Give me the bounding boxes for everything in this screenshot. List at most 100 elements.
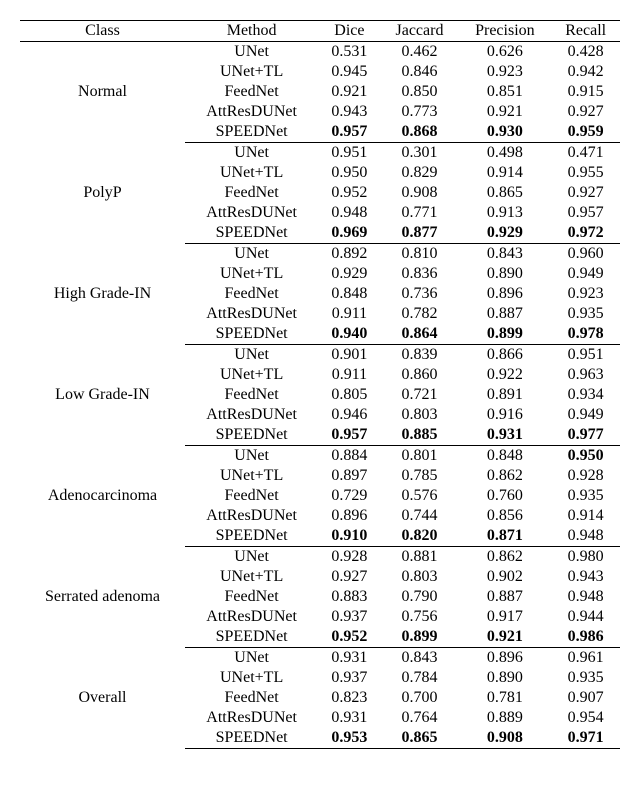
jaccard-cell: 0.764 <box>381 708 459 728</box>
recall-cell: 0.977 <box>551 425 620 446</box>
recall-cell: 0.971 <box>551 728 620 749</box>
recall-cell: 0.907 <box>551 688 620 708</box>
col-precision: Precision <box>458 21 551 42</box>
recall-cell: 0.935 <box>551 668 620 688</box>
recall-cell: 0.935 <box>551 486 620 506</box>
method-cell: UNet <box>185 42 318 63</box>
precision-cell: 0.848 <box>458 446 551 467</box>
table-row: PolyPUNet0.9510.3010.4980.471 <box>20 143 620 164</box>
precision-cell: 0.498 <box>458 143 551 164</box>
dice-cell: 0.729 <box>318 486 380 506</box>
precision-cell: 0.862 <box>458 547 551 568</box>
precision-cell: 0.908 <box>458 728 551 749</box>
method-cell: SPEEDNet <box>185 223 318 244</box>
precision-cell: 0.902 <box>458 567 551 587</box>
recall-cell: 0.923 <box>551 284 620 304</box>
recall-cell: 0.959 <box>551 122 620 143</box>
jaccard-cell: 0.846 <box>381 62 459 82</box>
class-cell: Serrated adenoma <box>20 547 185 648</box>
precision-cell: 0.781 <box>458 688 551 708</box>
jaccard-cell: 0.839 <box>381 345 459 366</box>
precision-cell: 0.891 <box>458 385 551 405</box>
precision-cell: 0.896 <box>458 284 551 304</box>
method-cell: AttResDUNet <box>185 506 318 526</box>
precision-cell: 0.896 <box>458 648 551 669</box>
precision-cell: 0.760 <box>458 486 551 506</box>
recall-cell: 0.986 <box>551 627 620 648</box>
method-cell: SPEEDNet <box>185 324 318 345</box>
method-cell: UNet <box>185 244 318 265</box>
precision-cell: 0.889 <box>458 708 551 728</box>
jaccard-cell: 0.721 <box>381 385 459 405</box>
jaccard-cell: 0.803 <box>381 405 459 425</box>
jaccard-cell: 0.790 <box>381 587 459 607</box>
dice-cell: 0.957 <box>318 425 380 446</box>
method-cell: UNet <box>185 648 318 669</box>
header-row: Class Method Dice Jaccard Precision Reca… <box>20 21 620 42</box>
method-cell: AttResDUNet <box>185 203 318 223</box>
table-row: Serrated adenomaUNet0.9280.8810.8620.980 <box>20 547 620 568</box>
method-cell: SPEEDNet <box>185 122 318 143</box>
jaccard-cell: 0.885 <box>381 425 459 446</box>
recall-cell: 0.949 <box>551 405 620 425</box>
precision-cell: 0.930 <box>458 122 551 143</box>
class-cell: Adenocarcinoma <box>20 446 185 547</box>
dice-cell: 0.531 <box>318 42 380 63</box>
jaccard-cell: 0.301 <box>381 143 459 164</box>
recall-cell: 0.978 <box>551 324 620 345</box>
method-cell: UNet+TL <box>185 62 318 82</box>
col-class: Class <box>20 21 185 42</box>
precision-cell: 0.917 <box>458 607 551 627</box>
method-cell: UNet+TL <box>185 668 318 688</box>
precision-cell: 0.626 <box>458 42 551 63</box>
recall-cell: 0.949 <box>551 264 620 284</box>
jaccard-cell: 0.756 <box>381 607 459 627</box>
recall-cell: 0.950 <box>551 446 620 467</box>
method-cell: SPEEDNet <box>185 526 318 547</box>
jaccard-cell: 0.744 <box>381 506 459 526</box>
dice-cell: 0.951 <box>318 143 380 164</box>
jaccard-cell: 0.771 <box>381 203 459 223</box>
method-cell: UNet <box>185 446 318 467</box>
recall-cell: 0.471 <box>551 143 620 164</box>
method-cell: FeedNet <box>185 385 318 405</box>
table-row: AdenocarcinomaUNet0.8840.8010.8480.950 <box>20 446 620 467</box>
precision-cell: 0.887 <box>458 587 551 607</box>
precision-cell: 0.887 <box>458 304 551 324</box>
class-cell: High Grade-IN <box>20 244 185 345</box>
precision-cell: 0.931 <box>458 425 551 446</box>
recall-cell: 0.972 <box>551 223 620 244</box>
method-cell: UNet+TL <box>185 163 318 183</box>
recall-cell: 0.942 <box>551 62 620 82</box>
dice-cell: 0.948 <box>318 203 380 223</box>
jaccard-cell: 0.810 <box>381 244 459 265</box>
recall-cell: 0.428 <box>551 42 620 63</box>
jaccard-cell: 0.736 <box>381 284 459 304</box>
col-dice: Dice <box>318 21 380 42</box>
precision-cell: 0.929 <box>458 223 551 244</box>
precision-cell: 0.843 <box>458 244 551 265</box>
recall-cell: 0.955 <box>551 163 620 183</box>
jaccard-cell: 0.864 <box>381 324 459 345</box>
dice-cell: 0.823 <box>318 688 380 708</box>
dice-cell: 0.896 <box>318 506 380 526</box>
col-recall: Recall <box>551 21 620 42</box>
precision-cell: 0.866 <box>458 345 551 366</box>
col-jaccard: Jaccard <box>381 21 459 42</box>
precision-cell: 0.921 <box>458 102 551 122</box>
recall-cell: 0.948 <box>551 587 620 607</box>
recall-cell: 0.928 <box>551 466 620 486</box>
jaccard-cell: 0.829 <box>381 163 459 183</box>
precision-cell: 0.856 <box>458 506 551 526</box>
precision-cell: 0.916 <box>458 405 551 425</box>
precision-cell: 0.890 <box>458 264 551 284</box>
jaccard-cell: 0.773 <box>381 102 459 122</box>
method-cell: FeedNet <box>185 82 318 102</box>
method-cell: FeedNet <box>185 284 318 304</box>
class-cell: Low Grade-IN <box>20 345 185 446</box>
jaccard-cell: 0.850 <box>381 82 459 102</box>
class-cell: PolyP <box>20 143 185 244</box>
dice-cell: 0.931 <box>318 708 380 728</box>
dice-cell: 0.931 <box>318 648 380 669</box>
recall-cell: 0.980 <box>551 547 620 568</box>
